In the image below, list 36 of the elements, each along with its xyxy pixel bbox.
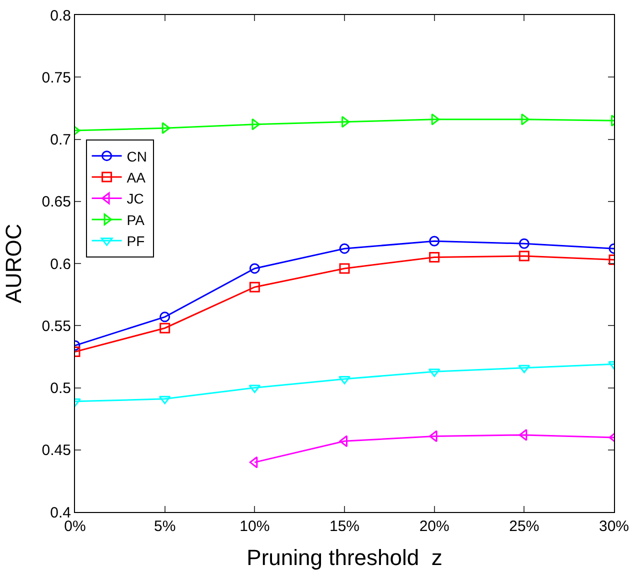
legend-label: PF — [126, 233, 145, 250]
legend-label: CN — [126, 148, 148, 164]
point — [249, 263, 260, 274]
y-tick-label: 0.5 — [50, 380, 71, 397]
point — [429, 236, 440, 246]
y-tick-label: 0.55 — [42, 318, 71, 335]
point — [518, 238, 530, 249]
y-tick-label: 0.8 — [50, 7, 71, 24]
legend-label: JC — [126, 190, 144, 207]
x-tick-label: 30% — [598, 518, 630, 535]
point — [162, 122, 170, 134]
point — [158, 396, 171, 404]
x-axis-title: Pruning threshold z — [246, 545, 442, 570]
point — [339, 263, 350, 274]
legend-label: AA — [126, 170, 146, 186]
y-tick-label: 0.75 — [42, 69, 71, 86]
x-tick-label: 20% — [419, 518, 450, 535]
point — [338, 376, 350, 384]
x-tick-label: 25% — [509, 518, 540, 535]
y-tick-label: 0.45 — [42, 442, 71, 460]
x-tick-label: 15% — [329, 518, 360, 535]
y-tick-label: 0.6 — [50, 256, 71, 273]
x-tick-label: 5% — [154, 518, 176, 535]
point — [518, 429, 528, 441]
point — [249, 282, 260, 292]
y-tick-label: 0.7 — [50, 132, 71, 148]
y-tick-label: 0.65 — [42, 194, 71, 211]
point — [339, 243, 350, 254]
point — [160, 322, 170, 334]
point — [429, 252, 440, 263]
point — [518, 250, 530, 262]
x-tick-label: 10% — [240, 518, 270, 535]
point — [160, 312, 170, 322]
legend-label: PA — [126, 212, 146, 228]
point — [518, 364, 530, 374]
y-axis-title: AUROC — [1, 224, 26, 304]
